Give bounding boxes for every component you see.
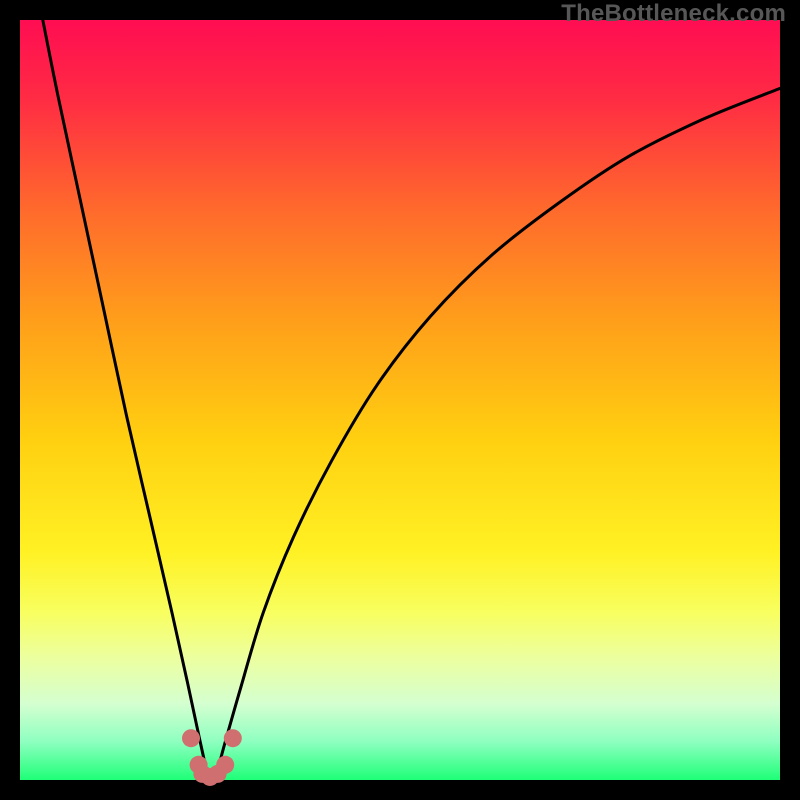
trough-markers — [182, 729, 242, 786]
trough-marker — [224, 729, 242, 747]
curve-overlay — [0, 0, 800, 800]
curve-left-branch — [43, 20, 210, 780]
curve-right-branch — [210, 88, 780, 780]
trough-marker — [216, 756, 234, 774]
trough-marker — [182, 729, 200, 747]
